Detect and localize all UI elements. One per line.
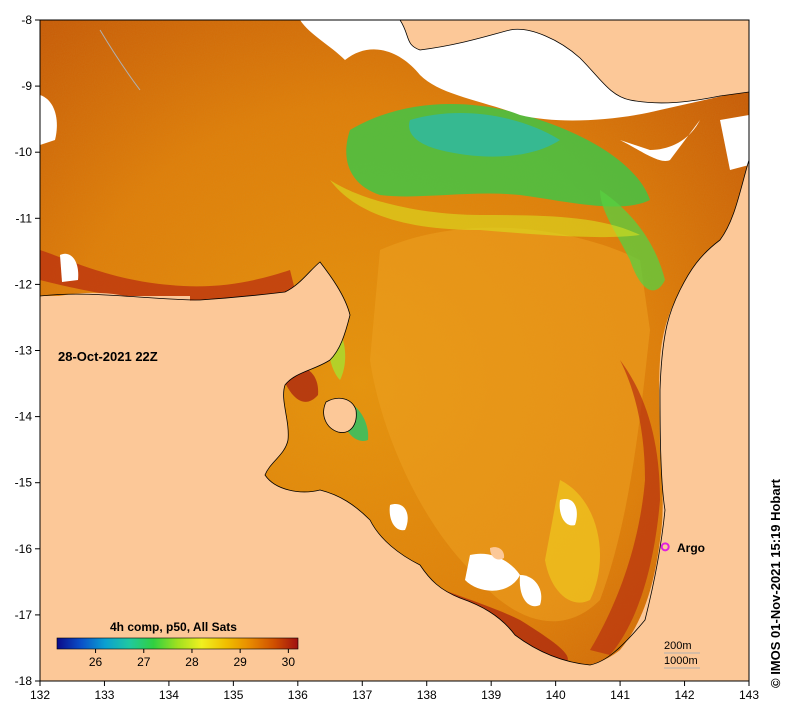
yellow-patch-south	[545, 480, 600, 603]
cool-core	[409, 112, 560, 157]
timestamp-label: 28-Oct-2021 22Z	[58, 349, 158, 364]
colorbar-tick-label: 29	[233, 655, 247, 669]
x-tick-label: 136	[288, 688, 308, 702]
x-tick-label: 137	[352, 688, 372, 702]
cloud-s-4	[389, 504, 408, 531]
y-tick-label: -9	[21, 79, 32, 93]
x-tick-label: 134	[159, 688, 179, 702]
colorbar-title: 4h comp, p50, All Sats	[110, 620, 237, 634]
isobath-200m-label: 200m	[664, 640, 692, 652]
colorbar-tick-label: 28	[185, 655, 199, 669]
colorbar-tick-label: 30	[282, 655, 296, 669]
colorbar-tick-label: 26	[89, 655, 103, 669]
cloud-s-3	[559, 499, 577, 526]
argo-float-icon[interactable]	[660, 542, 670, 552]
x-tick-label: 142	[675, 688, 695, 702]
x-tick-label: 141	[610, 688, 630, 702]
y-tick-label: -18	[15, 674, 33, 688]
y-tick-label: -16	[15, 542, 33, 556]
land-groote-eylandt	[323, 398, 357, 433]
y-axis: -8 -9 -10 -11 -12 -13 -14 -15 -16 -17 -18	[15, 13, 40, 688]
colorbar-gradient	[56, 637, 299, 650]
y-tick-label: -8	[21, 13, 32, 27]
x-tick-label: 143	[739, 688, 759, 702]
y-tick-label: -13	[15, 344, 33, 358]
land-mornington-island	[490, 547, 505, 560]
x-tick-label: 138	[417, 688, 437, 702]
cloud-ne-1	[620, 120, 700, 161]
cloud-s-1	[465, 553, 520, 591]
cloud-s-2	[519, 575, 542, 607]
x-tick-label: 139	[481, 688, 501, 702]
y-tick-label: -10	[15, 145, 33, 159]
land-west-block	[40, 296, 190, 681]
argo-label: Argo	[677, 541, 705, 555]
x-axis: 132 133 134 135 136 137 138 139 140 141 142 143	[30, 681, 759, 702]
y-tick-label: -11	[16, 211, 33, 225]
y-tick-label: -17	[15, 608, 33, 622]
river-trace	[99, 29, 141, 91]
cloud-ne-2	[720, 115, 749, 170]
land-cape-york	[580, 160, 749, 667]
colorbar-ticks: 26 27 28 29 30	[89, 649, 295, 669]
land-arnhem-nt	[40, 262, 749, 681]
colorbar: 4h comp, p50, All Sats 26 27 28 29 30	[56, 620, 299, 669]
hot-fringe-west	[40, 250, 295, 302]
cool-band-east	[600, 190, 665, 291]
colorbar-tick-label: 27	[137, 655, 151, 669]
credit-text: © IMOS 01-Nov-2021 15:19 Hobart	[768, 479, 783, 688]
y-tick-label: -15	[15, 476, 33, 490]
cloud-w	[60, 253, 79, 282]
isobath-1000m-label: 1000m	[664, 655, 698, 667]
hot-fringe-east	[590, 360, 660, 655]
argo-marker[interactable]: Argo	[660, 541, 705, 555]
cloud-nw	[40, 95, 57, 145]
x-tick-label: 132	[30, 688, 50, 702]
x-tick-label: 133	[94, 688, 114, 702]
coastline	[40, 20, 749, 666]
yellow-transition	[330, 180, 640, 238]
y-tick-label: -12	[15, 277, 33, 291]
x-tick-label: 135	[223, 688, 243, 702]
land-new-guinea	[400, 20, 749, 103]
y-tick-label: -14	[15, 410, 33, 424]
isobath-legend: 200m 1000m	[664, 640, 700, 669]
x-tick-label: 140	[546, 688, 566, 702]
